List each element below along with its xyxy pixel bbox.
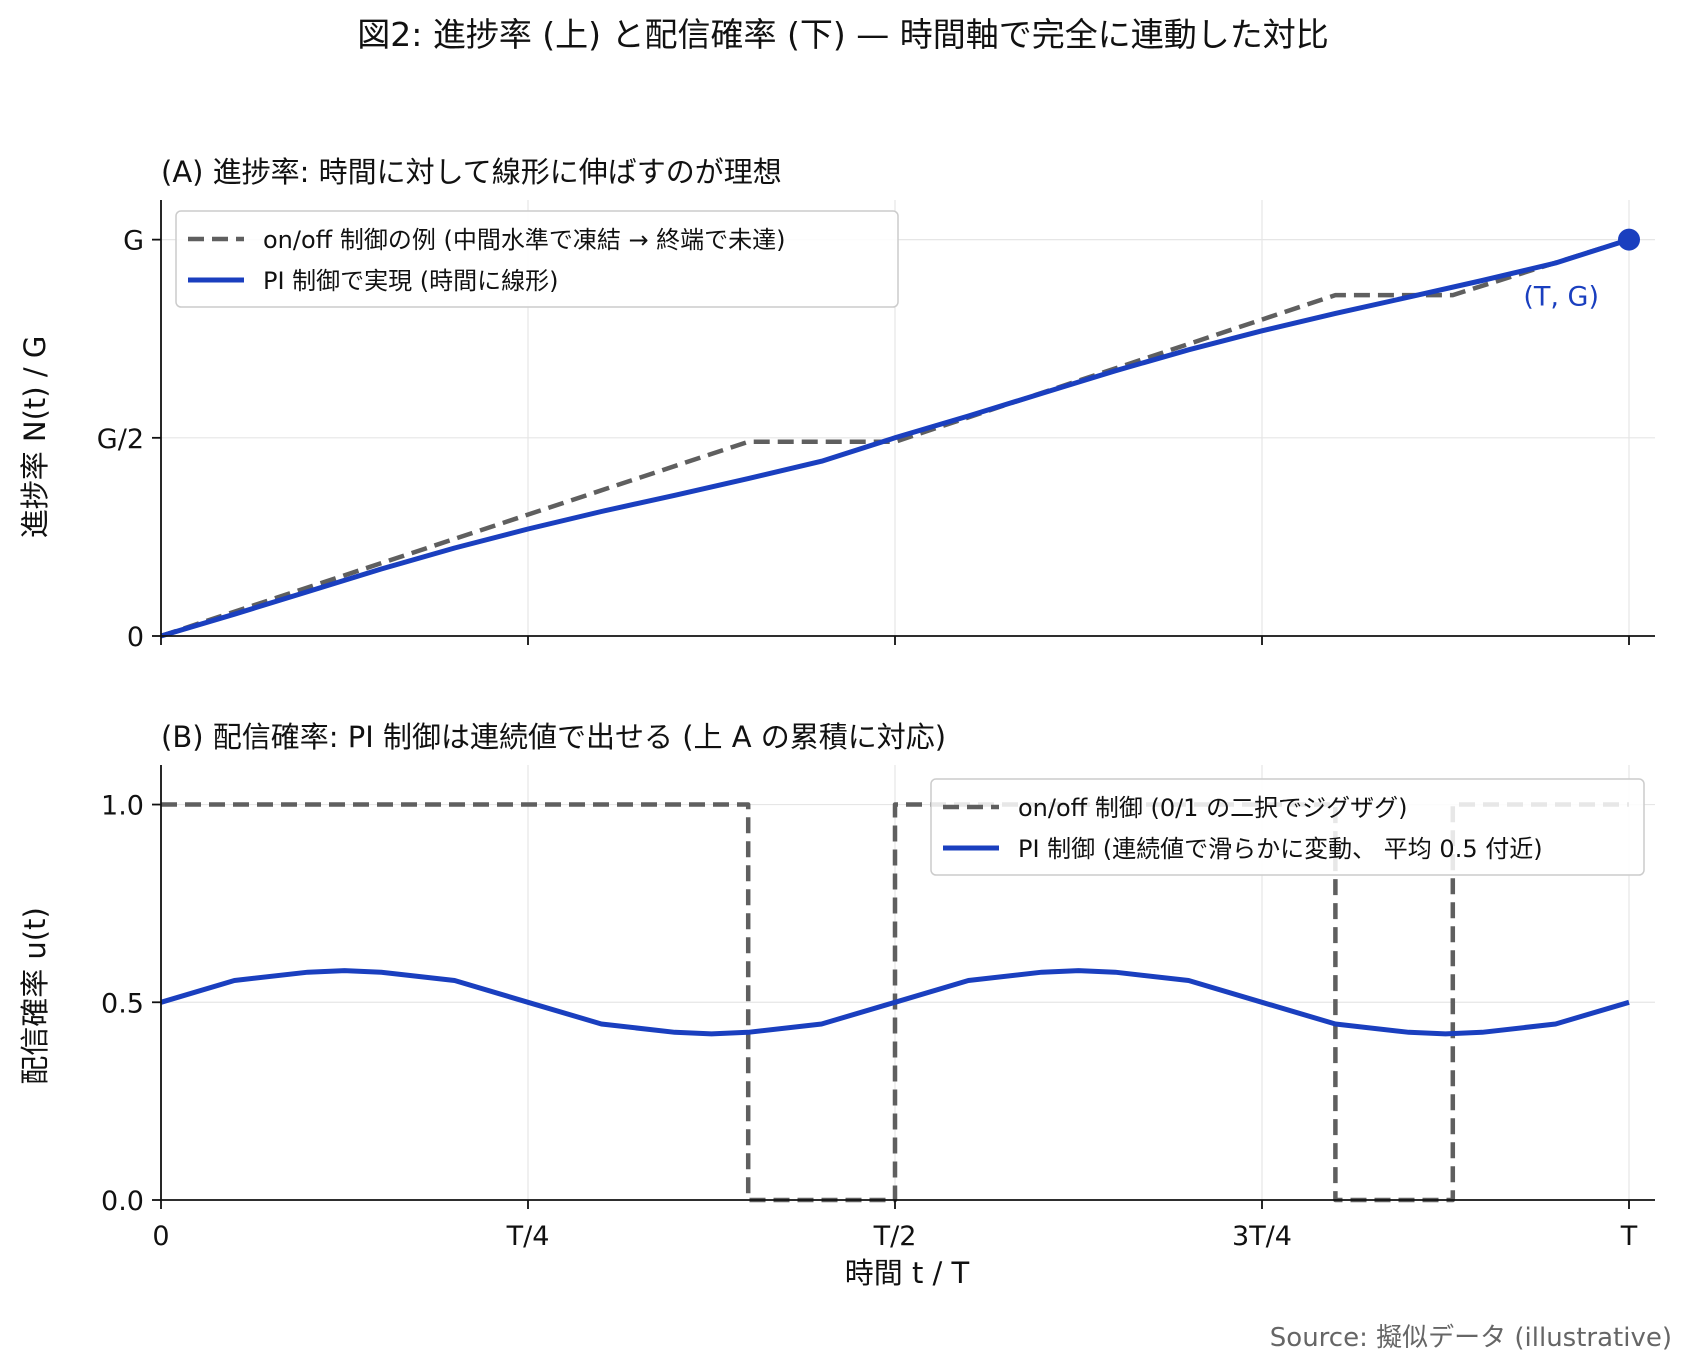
panel-a-y-tick-label-2: G xyxy=(123,226,144,257)
panel-b-legend-box xyxy=(930,778,1645,876)
panel-a-endpoint-marker xyxy=(1618,228,1640,251)
panel-b-onoff-line xyxy=(161,802,1629,1203)
panel-b-title: (B) 配信確率: PI 制御は連続値で出せる (上 A の累積に対応) xyxy=(161,720,946,754)
figure-title: 図2: 進捗率 (上) と配信確率 (下) — 時間軸で完全に連動した対比 xyxy=(357,15,1329,54)
panel-b-pi-line xyxy=(160,968,1630,1037)
panel-b-x-tick-label-0: 0 xyxy=(152,1221,169,1252)
panel-a-pi-line xyxy=(160,237,1630,639)
panel-b-legend-label-1: PI 制御 (連続値で滑らかに変動、 平均 0.5 付近) xyxy=(1018,835,1543,863)
panel-b-x-tick-label-3: 3T/4 xyxy=(1232,1221,1292,1252)
panel-a-legend-label-1: PI 制御で実現 (時間に線形) xyxy=(263,267,559,295)
panel-b-xlabel: 時間 t / T xyxy=(845,1256,970,1290)
panel-b-x-tick-label-2: T/2 xyxy=(873,1221,917,1252)
panel-a-ylabel: 進捗率 N(t) / G xyxy=(18,336,52,539)
panel-a: (A) 進捗率: 時間に対して線形に伸ばすのが理想 (T, G) 0 G/2 G 進… xyxy=(18,155,1655,653)
panel-a-y-tick-label-0: 0 xyxy=(127,622,144,653)
panel-b-ylabel: 配信確率 u(t) xyxy=(18,907,52,1085)
panel-a-annotation-label: (T, G) xyxy=(1523,282,1599,313)
panel-b-legend-label-0: on/off 制御 (0/1 の二択でジグザグ) xyxy=(1018,794,1407,822)
panel-b-y-tick-label-2: 1.0 xyxy=(101,791,144,822)
source-note: Source: 擬似データ (illustrative) xyxy=(1270,1323,1672,1353)
panel-a-legend-label-0: on/off 制御の例 (中間水準で凍結 → 終端で未達) xyxy=(263,226,786,254)
panel-b-y-tick-label-1: 0.5 xyxy=(101,988,144,1019)
panel-b: (B) 配信確率: PI 制御は連続値で出せる (上 A の累積に対応) 0 T/… xyxy=(18,720,1655,1290)
panel-a-legend-box xyxy=(175,210,899,308)
panel-b-x-tick-label-1: T/4 xyxy=(506,1221,550,1252)
panel-b-y-tick-label-0: 0.0 xyxy=(101,1186,144,1217)
panel-a-title: (A) 進捗率: 時間に対して線形に伸ばすのが理想 xyxy=(161,155,782,189)
panel-b-x-tick-label-4: T xyxy=(1620,1221,1638,1252)
panel-a-y-tick-label-1: G/2 xyxy=(97,424,144,455)
